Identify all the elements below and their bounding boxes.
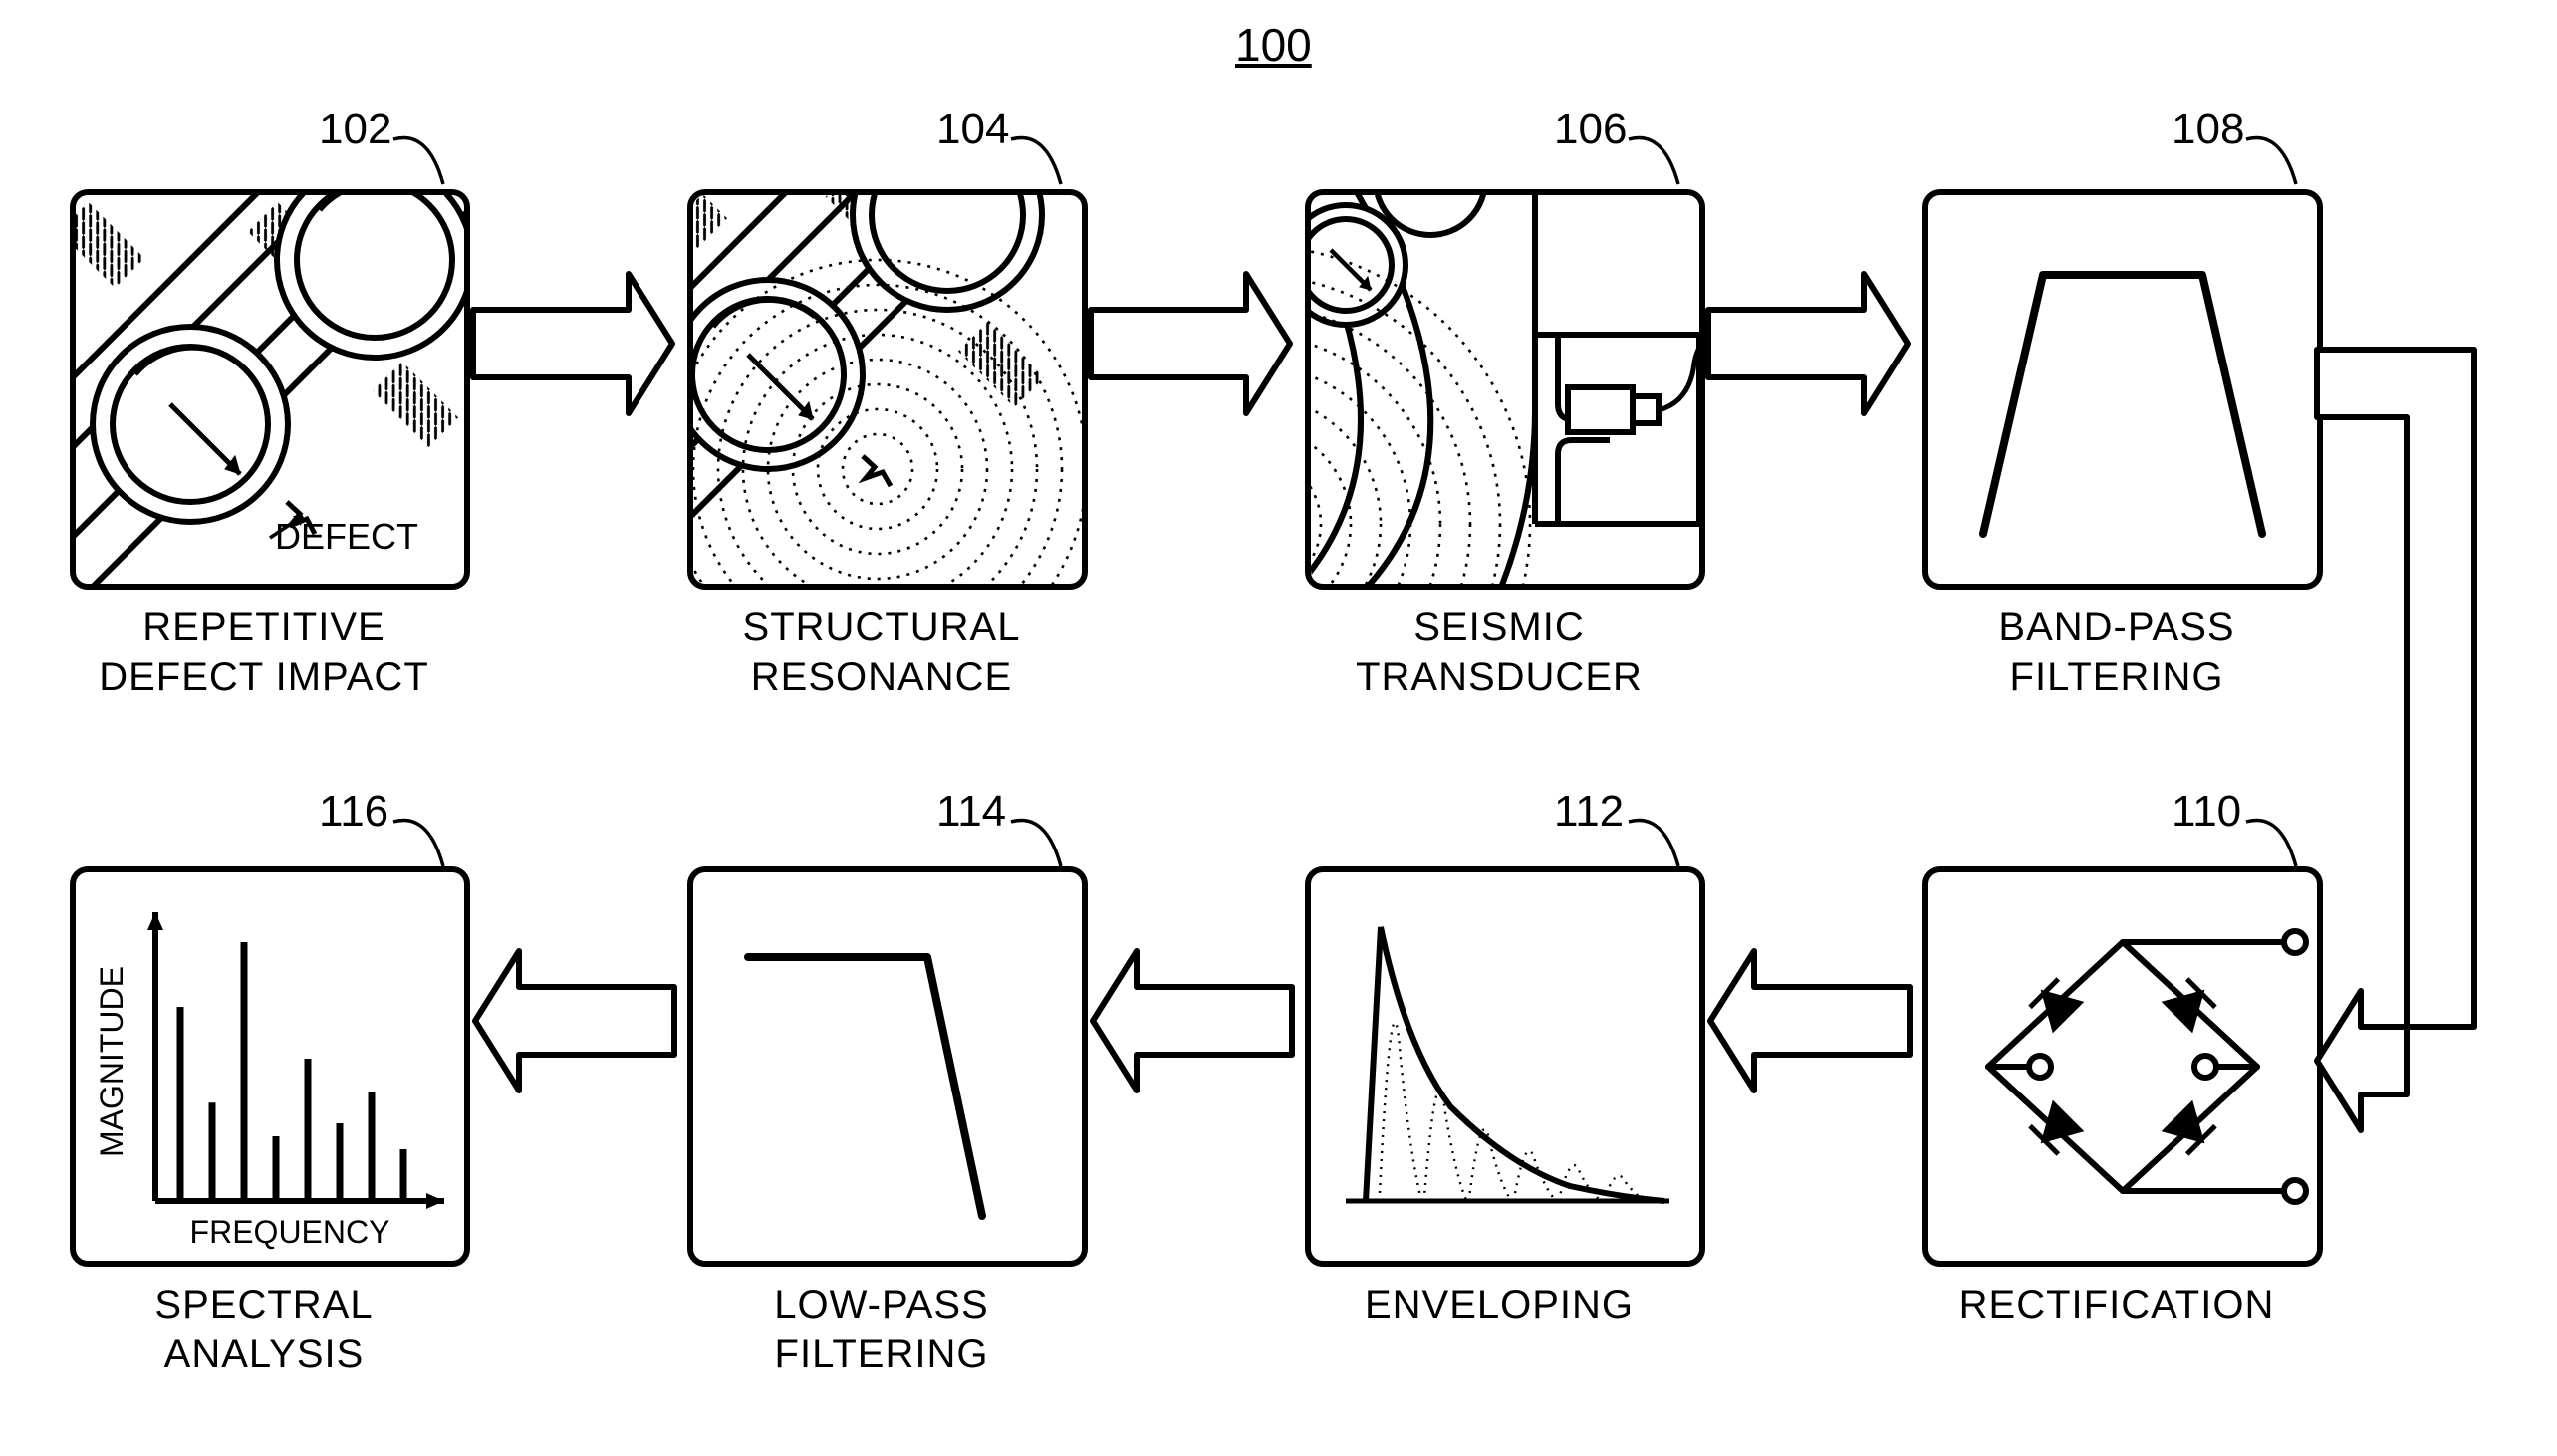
- flow-arrows: [0, 0, 2557, 1456]
